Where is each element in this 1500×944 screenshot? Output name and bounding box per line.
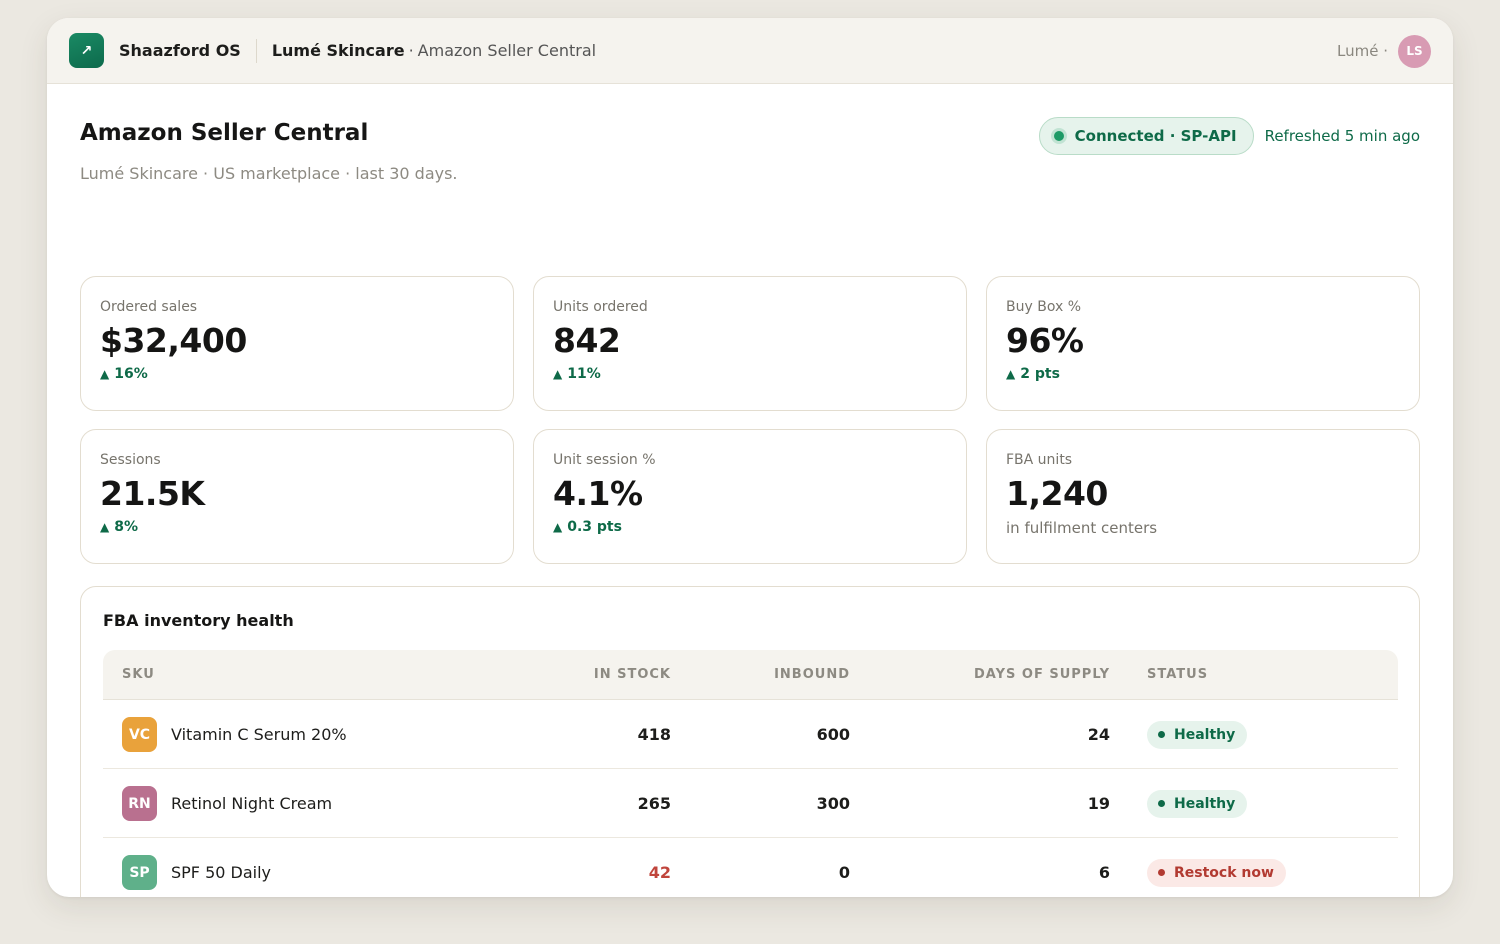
kpi-label: Unit session % <box>553 452 656 468</box>
app-window: ↗ Shaazford OS Lumé Skincare · Amazon Se… <box>47 18 1453 897</box>
column-header-inbound[interactable]: INBOUND <box>774 667 850 682</box>
status-dot-icon <box>1053 131 1064 141</box>
days-of-supply-value: 6 <box>1098 863 1110 882</box>
trend-up-icon: ▲ <box>553 520 563 534</box>
in-stock-value: 418 <box>637 725 671 744</box>
breadcrumb-account[interactable]: Lumé Skincare <box>271 41 405 60</box>
kpi-value: 4.1% <box>553 474 643 513</box>
user-avatar[interactable]: LS <box>1398 34 1431 68</box>
kpi-delta-value: 11% <box>567 366 601 382</box>
kpi-card-buy-box: Buy Box % 96% ▲ 2 pts <box>986 276 1420 411</box>
kpi-delta-value: 2 pts <box>1020 366 1060 382</box>
sku-cell: VC Vitamin C Serum 20% <box>122 700 347 769</box>
kpi-delta: ▲ 0.3 pts <box>553 519 947 535</box>
kpi-delta-value: 8% <box>114 519 139 535</box>
kpi-value: $32,400 <box>100 321 247 360</box>
kpi-delta: ▲ 8% <box>100 519 494 535</box>
kpi-delta-value: 16% <box>114 366 148 382</box>
status-cell: Healthy <box>1147 769 1248 838</box>
kpi-card-units-ordered: Units ordered 842 ▲ 11% <box>533 276 967 411</box>
trend-up-icon: ▲ <box>553 367 563 381</box>
sku-badge: VC <box>122 717 157 752</box>
kpi-label: Units ordered <box>553 299 648 315</box>
column-header-in-stock[interactable]: IN STOCK <box>593 667 671 682</box>
trend-up-icon: ▲ <box>100 367 110 381</box>
inbound-value: 0 <box>838 863 850 882</box>
kpi-delta-value: 0.3 pts <box>567 519 622 535</box>
kpi-label: Ordered sales <box>100 299 198 315</box>
kpi-value: 1,240 <box>1006 474 1108 513</box>
connection-status-area: Connected · SP-API Refreshed 5 min ago <box>1038 117 1420 155</box>
status-badge: Healthy <box>1147 720 1248 749</box>
kpi-value: 842 <box>553 321 621 360</box>
refreshed-timestamp: Refreshed 5 min ago <box>1264 127 1420 145</box>
kpi-delta: ▲ 11% <box>553 366 947 382</box>
column-header-status[interactable]: STATUS <box>1147 667 1209 682</box>
inventory-table: SKU IN STOCK INBOUND DAYS OF SUPPLY STAT… <box>103 650 1398 897</box>
account-label: Lumé · <box>1337 42 1388 60</box>
sku-name: SPF 50 Daily <box>171 863 272 882</box>
column-header-sku[interactable]: SKU <box>122 667 155 682</box>
trend-up-icon: ▲ <box>1006 367 1016 381</box>
sku-cell: SP SPF 50 Daily <box>122 838 271 897</box>
topbar-divider <box>255 38 257 63</box>
kpi-value: 96% <box>1006 321 1084 360</box>
sku-name: Retinol Night Cream <box>171 794 333 813</box>
status-badge: Restock now <box>1147 858 1286 887</box>
in-stock-value: 265 <box>637 794 671 813</box>
kpi-card-unit-session: Unit session % 4.1% ▲ 0.3 pts <box>533 429 967 564</box>
status-label: Healthy <box>1174 726 1236 743</box>
connection-status-badge[interactable]: Connected · SP-API <box>1038 117 1254 155</box>
app-logo-icon[interactable]: ↗ <box>69 33 104 68</box>
breadcrumb-current-page: Amazon Seller Central <box>417 41 597 60</box>
brand-name[interactable]: Shaazford OS <box>119 41 241 60</box>
kpi-note: in fulfilment centers <box>1006 519 1158 537</box>
column-header-days-of-supply[interactable]: DAYS OF SUPPLY <box>973 667 1110 682</box>
table-header: SKU IN STOCK INBOUND DAYS OF SUPPLY STAT… <box>103 650 1398 700</box>
page-subtitle: Lumé Skincare · US marketplace · last 30… <box>80 164 458 183</box>
user-area: Lumé · LS <box>1337 18 1431 84</box>
status-cell: Restock now <box>1147 838 1286 897</box>
sku-name: Vitamin C Serum 20% <box>171 725 347 744</box>
kpi-value: 21.5K <box>100 474 205 513</box>
in-stock-value: 42 <box>648 863 671 882</box>
trend-up-icon: ▲ <box>100 520 110 534</box>
status-label: Healthy <box>1174 795 1236 812</box>
status-dot-icon <box>1158 731 1165 738</box>
connection-status-label: Connected · SP-API <box>1074 127 1237 145</box>
kpi-delta: ▲ 2 pts <box>1006 366 1400 382</box>
kpi-label: FBA units <box>1006 452 1073 468</box>
table-row[interactable]: RN Retinol Night Cream 265 300 19 Health… <box>103 769 1398 838</box>
breadcrumb-separator: · <box>408 41 414 60</box>
table-row[interactable]: VC Vitamin C Serum 20% 418 600 24 Health… <box>103 700 1398 769</box>
status-label: Restock now <box>1174 864 1274 881</box>
sku-badge: RN <box>122 786 157 821</box>
status-dot-icon <box>1158 800 1165 807</box>
top-bar: ↗ Shaazford OS Lumé Skincare · Amazon Se… <box>47 18 1453 84</box>
inbound-value: 300 <box>816 794 850 813</box>
table-row[interactable]: SP SPF 50 Daily 42 0 6 Restock now <box>103 838 1398 897</box>
status-dot-icon <box>1158 869 1165 876</box>
status-cell: Healthy <box>1147 700 1248 769</box>
days-of-supply-value: 24 <box>1087 725 1110 744</box>
kpi-card-ordered-sales: Ordered sales $32,400 ▲ 16% <box>80 276 514 411</box>
kpi-card-fba-units: FBA units 1,240 in fulfilment centers <box>986 429 1420 564</box>
kpi-label: Sessions <box>100 452 161 468</box>
sku-cell: RN Retinol Night Cream <box>122 769 332 838</box>
panel-title: FBA inventory health <box>103 611 294 630</box>
kpi-card-sessions: Sessions 21.5K ▲ 8% <box>80 429 514 564</box>
kpi-delta: ▲ 16% <box>100 366 494 382</box>
page-title: Amazon Seller Central <box>80 120 369 146</box>
status-badge: Healthy <box>1147 789 1248 818</box>
fba-inventory-panel: FBA inventory health SKU IN STOCK INBOUN… <box>80 586 1420 897</box>
days-of-supply-value: 19 <box>1087 794 1110 813</box>
sku-badge: SP <box>122 855 157 890</box>
inbound-value: 600 <box>816 725 850 744</box>
kpi-label: Buy Box % <box>1006 299 1081 315</box>
